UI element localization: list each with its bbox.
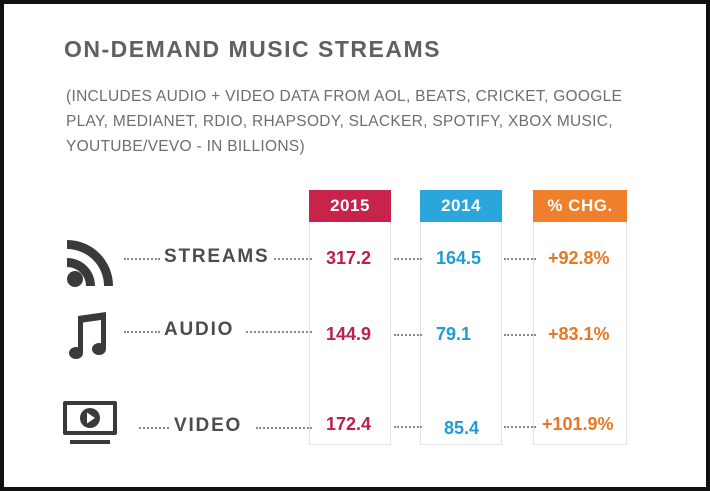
chart-title: ON-DEMAND MUSIC STREAMS (64, 36, 441, 62)
leader-dots (124, 258, 160, 260)
column-2015-panel (309, 190, 391, 445)
leader-dots (124, 331, 160, 333)
value-streams-2014: 164.5 (436, 248, 482, 268)
leader-dots (246, 331, 312, 333)
value-streams-2015: 317.2 (326, 248, 372, 268)
leader-dots (274, 258, 312, 260)
value-audio-2015: 144.9 (326, 324, 372, 344)
leader-dots (504, 334, 536, 336)
value-streams-chg: +92.8% (548, 248, 610, 268)
leader-dots (394, 258, 422, 260)
row-label-video: VIDEO (174, 415, 243, 436)
chart-subtitle: (INCLUDES AUDIO + VIDEO DATA FROM AOL, B… (66, 88, 623, 155)
rss-feed-icon (67, 240, 113, 287)
row-label-audio: AUDIO (164, 319, 235, 340)
value-video-2015: 172.4 (326, 414, 372, 434)
leader-dots (504, 426, 536, 428)
music-note-icon (69, 312, 106, 359)
leader-dots (139, 427, 169, 429)
column-header-2014: 2014 (420, 190, 502, 222)
tv-play-icon (63, 401, 117, 444)
value-audio-2014: 79.1 (436, 324, 472, 344)
value-video-chg: +101.9% (542, 414, 614, 434)
column-chg-panel (533, 190, 627, 445)
column-2014-panel (420, 190, 502, 445)
row-label-streams: STREAMS (164, 246, 270, 267)
column-header-2015: 2015 (309, 190, 391, 222)
leader-dots (256, 427, 312, 429)
value-audio-chg: +83.1% (548, 324, 610, 344)
leader-dots (394, 334, 422, 336)
column-header-chg: % CHG. (533, 190, 627, 222)
value-video-2014: 85.4 (444, 418, 480, 438)
leader-dots (394, 426, 422, 428)
leader-dots (504, 258, 536, 260)
